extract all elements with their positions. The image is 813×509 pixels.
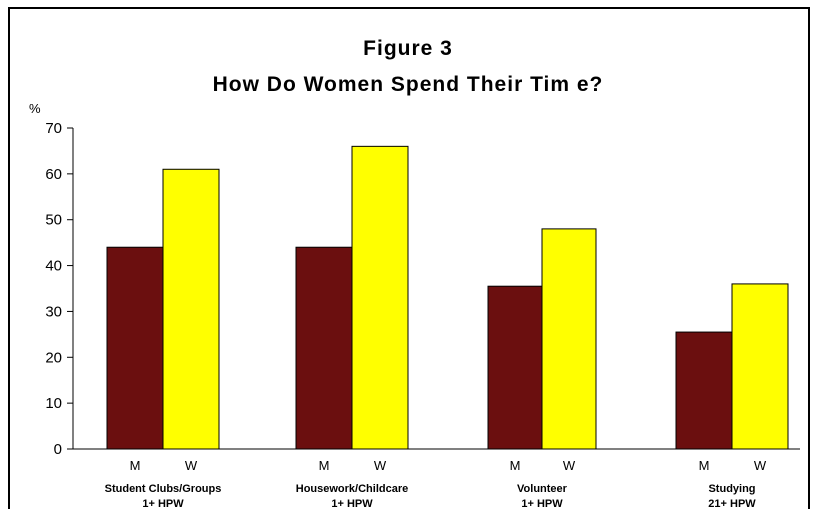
y-tick-label: 40 (45, 258, 62, 275)
bar-m-1 (106, 246, 164, 450)
bar-m-3 (487, 285, 543, 450)
y-tick-label: 50 (45, 212, 62, 229)
y-axis: 0 10 20 30 40 50 60 70 (45, 120, 74, 458)
series-letter-m: M (319, 458, 330, 473)
y-tick-label: 60 (45, 166, 62, 183)
bar-w-1 (162, 168, 220, 450)
bar-w-2 (351, 145, 409, 450)
y-tick-label: 0 (54, 441, 62, 458)
series-letter-w: W (754, 458, 767, 473)
chart-subtitle: How Do Women Spend Their Tim e? (213, 73, 604, 96)
category-label: Volunteer (517, 483, 568, 495)
bar-m-4 (675, 331, 733, 450)
category-label: Studying (708, 483, 755, 495)
y-axis-unit-label: % (29, 101, 41, 116)
y-tick-label: 30 (45, 303, 62, 320)
series-letter-m: M (130, 458, 141, 473)
category-sublabel: 21+ HPW (708, 498, 756, 509)
series-letter-w: W (185, 458, 198, 473)
category-sublabel: 1+ HPW (142, 498, 184, 509)
series-letter-m: M (699, 458, 710, 473)
category-label: Housework/Childcare (296, 483, 408, 495)
chart-title: Figure 3 (363, 37, 453, 60)
series-letter-m: M (510, 458, 521, 473)
category-sublabel: 1+ HPW (331, 498, 373, 509)
x-axis: M W Student Clubs/Groups 1+ HPW M W Housework/… (73, 448, 800, 509)
series-letter-w: W (374, 458, 387, 473)
series-letter-w: W (563, 458, 576, 473)
bar-w-4 (731, 283, 789, 450)
bars (106, 145, 789, 450)
category-label: Student Clubs/Groups (105, 483, 222, 495)
category-sublabel: 1+ HPW (521, 498, 563, 509)
bar-w-3 (541, 228, 597, 450)
bar-m-2 (295, 246, 353, 450)
y-tick-label: 20 (45, 349, 62, 366)
y-tick-label: 10 (45, 395, 62, 412)
y-tick-label: 70 (45, 120, 62, 137)
